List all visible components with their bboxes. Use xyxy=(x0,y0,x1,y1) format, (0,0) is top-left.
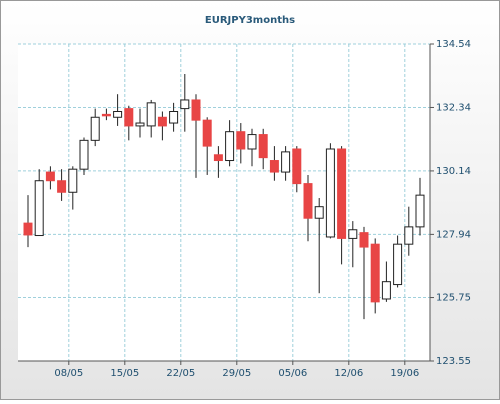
candle-body xyxy=(45,171,55,182)
x-tick-label: 29/05 xyxy=(222,368,251,379)
candle-body xyxy=(247,134,257,150)
candle-body xyxy=(359,232,369,248)
x-tick-label: 19/06 xyxy=(390,368,419,379)
chart-title: EURJPY3months xyxy=(205,15,295,26)
candle-body xyxy=(225,131,235,162)
x-tick-label: 22/05 xyxy=(166,368,195,379)
y-tick-label: 127.94 xyxy=(436,229,471,240)
y-tick-label: 132.34 xyxy=(436,102,471,113)
candle-body xyxy=(348,229,358,239)
candle-body xyxy=(381,281,391,300)
candle-body xyxy=(415,194,425,228)
candle-body xyxy=(393,243,403,286)
candle-body xyxy=(213,154,223,162)
candle-body xyxy=(169,110,179,124)
candle-body xyxy=(124,108,134,127)
candle-body xyxy=(314,206,324,219)
candle-body xyxy=(337,148,347,239)
candle-body xyxy=(157,116,167,127)
x-tick-label: 12/06 xyxy=(334,368,363,379)
y-tick-label: 125.75 xyxy=(436,293,471,304)
candle-body xyxy=(303,183,313,219)
candle-body xyxy=(292,148,302,185)
y-tick-label: 134.54 xyxy=(436,39,471,50)
candle-body xyxy=(191,99,201,121)
candle-body xyxy=(370,243,380,303)
candle-body xyxy=(281,151,291,173)
candle-body xyxy=(113,110,123,118)
candle-body xyxy=(269,160,279,173)
candle-body xyxy=(34,180,44,237)
candle-body xyxy=(202,119,212,147)
plot-area xyxy=(18,44,430,361)
x-tick-label: 05/06 xyxy=(278,368,307,379)
candle-body xyxy=(101,113,111,117)
candle-body xyxy=(325,148,335,238)
y-tick-label: 123.55 xyxy=(436,356,471,367)
candle-body xyxy=(135,122,145,127)
candle-body xyxy=(79,139,89,170)
x-tick-label: 08/05 xyxy=(54,368,83,379)
candle-body xyxy=(180,99,190,110)
candle-body xyxy=(23,222,33,236)
candle-body xyxy=(258,134,268,159)
candle-body xyxy=(68,168,78,193)
y-tick-label: 130.14 xyxy=(436,166,471,177)
candle-body xyxy=(90,116,100,141)
x-tick-label: 15/05 xyxy=(110,368,139,379)
candle-body xyxy=(404,226,414,245)
candle-body xyxy=(146,102,156,127)
candle-body xyxy=(57,180,67,193)
candle-body xyxy=(236,131,246,150)
